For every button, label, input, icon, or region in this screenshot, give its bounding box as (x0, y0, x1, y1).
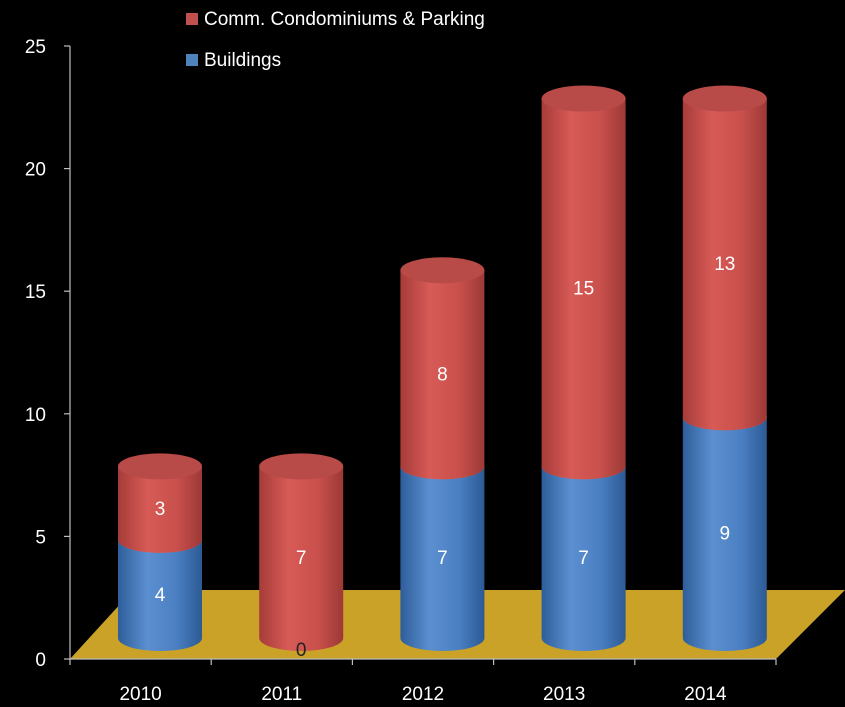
bar-segment-comm-condominiums-parking (118, 453, 202, 553)
legend-swatch-condominiums (186, 13, 198, 25)
y-tick-label: 10 (25, 405, 46, 426)
y-tick-label: 20 (25, 160, 46, 181)
y-tick-label: 15 (25, 282, 46, 303)
bar-segment-comm-condominiums-parking (400, 257, 485, 480)
legend-swatch-buildings (186, 54, 198, 66)
bar-segment-comm-condominiums-parking (259, 453, 344, 651)
data-label: 7 (437, 548, 448, 569)
data-label: 13 (714, 254, 735, 275)
data-label: 8 (437, 364, 448, 385)
data-label: 9 (720, 524, 731, 545)
legend: Comm. Condominiums & Parking Buildings (186, 8, 485, 90)
data-label: 7 (578, 548, 589, 569)
legend-label-buildings: Buildings (204, 49, 282, 71)
x-tick-label: 2011 (261, 684, 302, 705)
y-tick-label: 0 (35, 650, 46, 671)
bar-segment-comm-condominiums-parking (682, 85, 767, 431)
legend-item-buildings: Buildings (186, 49, 485, 71)
x-tick-label: 2014 (684, 684, 727, 705)
x-tick-label: 2010 (119, 684, 161, 705)
data-label: 4 (155, 585, 166, 606)
legend-label-condominiums: Comm. Condominiums & Parking (204, 8, 485, 30)
data-label: 15 (573, 278, 594, 299)
data-label: 0 (296, 640, 307, 661)
y-tick-label: 5 (35, 527, 46, 548)
y-tick-label: 25 (25, 37, 46, 58)
data-label: 7 (296, 548, 307, 569)
x-tick-label: 2013 (543, 684, 585, 705)
legend-item-condominiums: Comm. Condominiums & Parking (186, 8, 485, 30)
x-tick-label: 2012 (402, 684, 444, 705)
data-label: 3 (155, 499, 166, 520)
bar-segment-comm-condominiums-parking (541, 85, 626, 480)
